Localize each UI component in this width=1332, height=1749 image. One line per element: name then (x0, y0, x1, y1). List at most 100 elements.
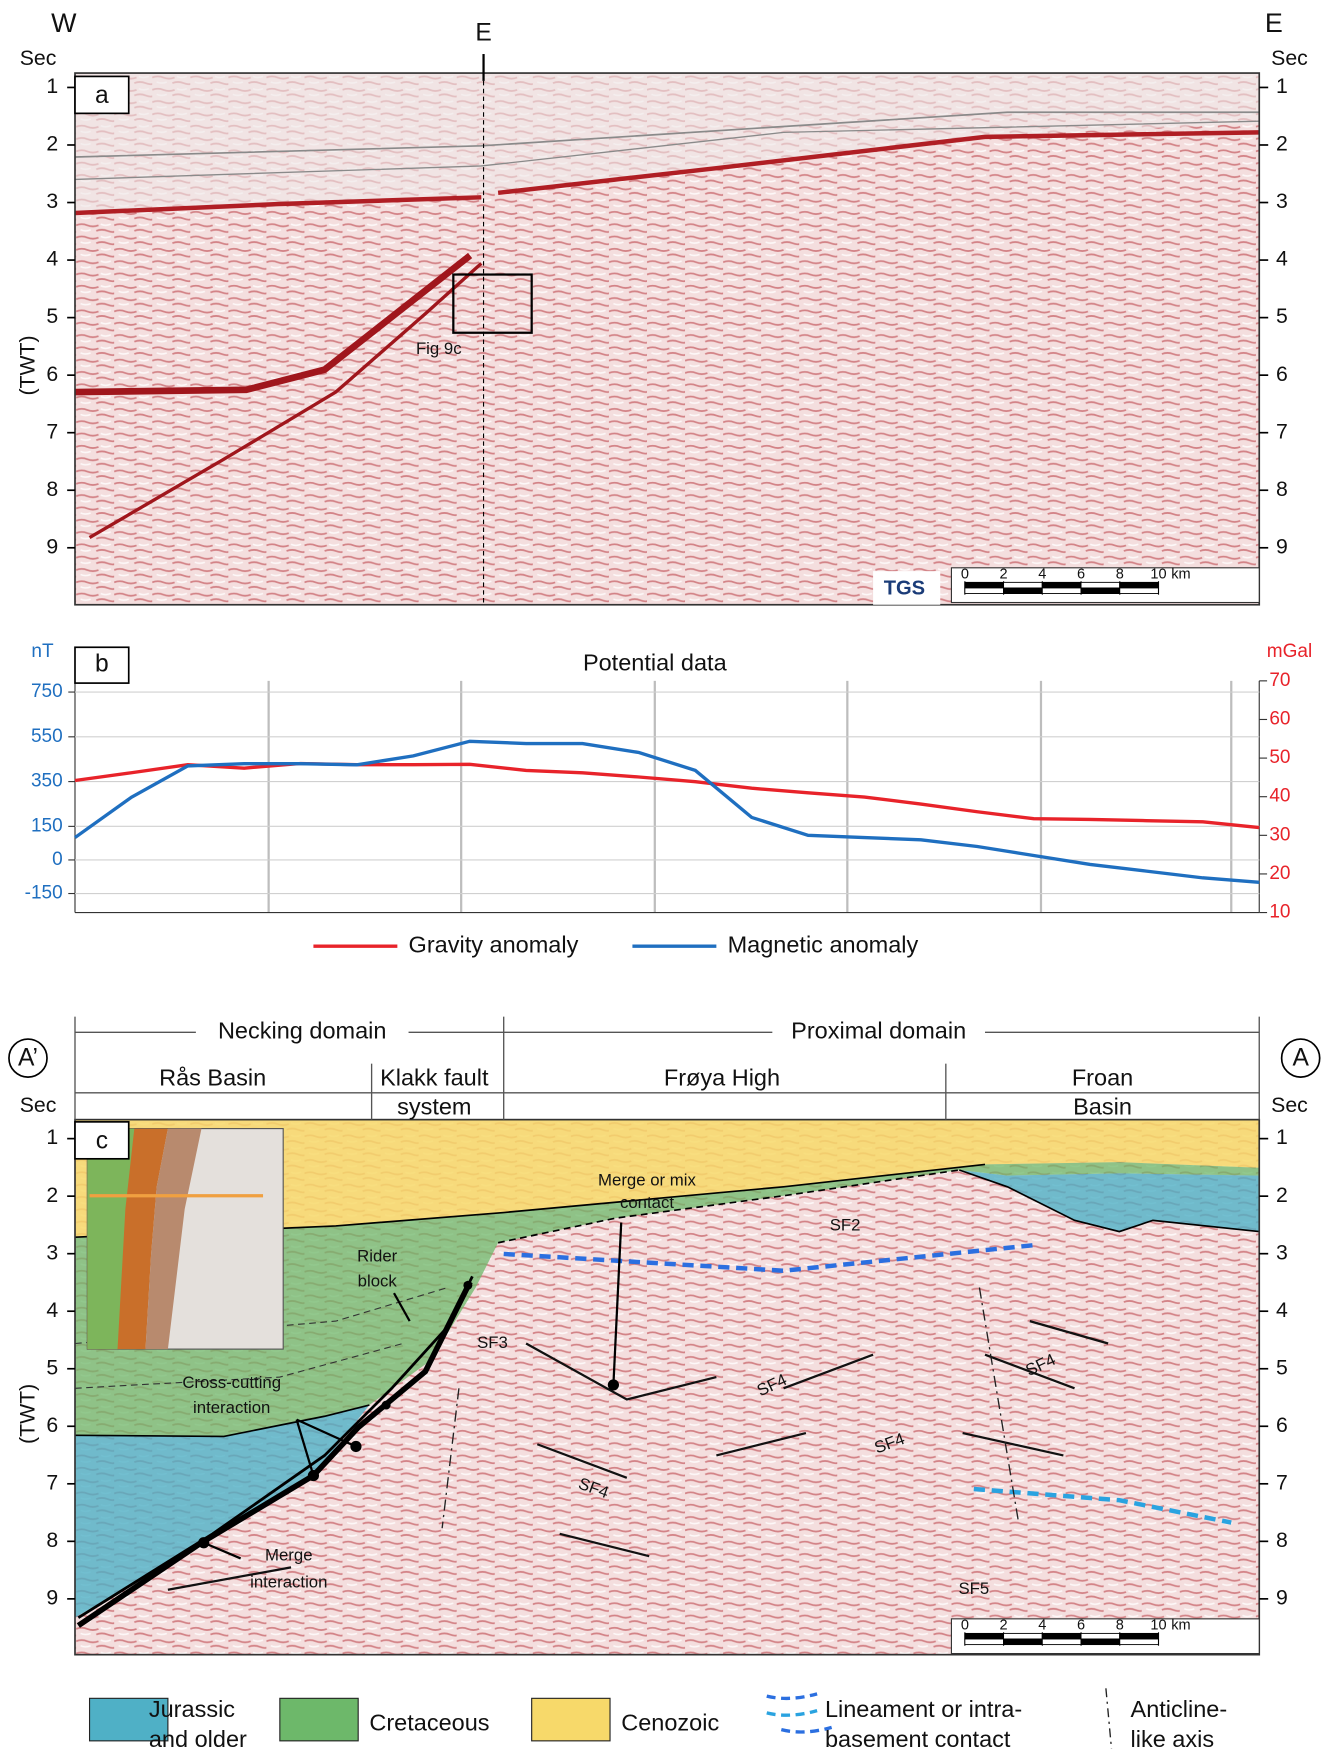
label: E (1265, 8, 1283, 38)
scale-unit: km (1171, 566, 1190, 582)
annotation: interaction (193, 1398, 270, 1417)
scale-segment (1042, 582, 1081, 588)
scale-label: 8 (1116, 566, 1124, 582)
panel-label: b (95, 651, 109, 678)
legend-label: Gravity anomaly (409, 931, 579, 957)
label: E (475, 19, 491, 46)
y2-tick-label: 6 (1276, 1413, 1288, 1437)
legend-swatch (280, 1698, 358, 1741)
y2-tick-label: 4 (1276, 247, 1288, 271)
y2-tick-label: 40 (1269, 786, 1290, 807)
area-label: Basin (1073, 1094, 1132, 1120)
axis-title: (TWT) (16, 335, 40, 395)
y-tick-label: 3 (46, 189, 58, 213)
y-tick-label: 7 (46, 419, 58, 443)
y-tick-label: 350 (31, 771, 63, 792)
y2-tick-label: 5 (1276, 304, 1288, 328)
legend-label: Cretaceous (369, 1709, 489, 1735)
y-tick-label: 5 (46, 304, 58, 328)
legend-label: Anticline- (1131, 1696, 1228, 1722)
y2-tick-label: 60 (1269, 709, 1290, 730)
y-tick-label: 9 (46, 534, 58, 558)
annotation: contact (620, 1193, 674, 1212)
domain-label: Necking domain (218, 1018, 387, 1044)
scale-segment (965, 1639, 1004, 1645)
legend-label: Lineament or intra- (825, 1696, 1022, 1722)
section-end: A (1292, 1045, 1309, 1072)
annotation: Merge or mix (598, 1171, 696, 1190)
y2-tick-label: 6 (1276, 362, 1288, 386)
scale-segment (1042, 1633, 1081, 1639)
axis-unit: nT (31, 641, 54, 662)
y-tick-label: 5 (46, 1355, 58, 1379)
y2-tick-label: 5 (1276, 1355, 1288, 1379)
scale-label: 2 (1000, 566, 1008, 582)
y-tick-label: 2 (46, 132, 58, 156)
scale-segment (1004, 582, 1043, 588)
y-tick-label: 8 (46, 1528, 58, 1552)
scale-unit: km (1171, 1617, 1190, 1633)
y-tick-label: 1 (46, 1125, 58, 1149)
scale-label: 2 (1000, 1617, 1008, 1633)
scale-label: 6 (1077, 1617, 1085, 1633)
y2-tick-label: 3 (1276, 1240, 1288, 1264)
scale-label: 4 (1038, 566, 1046, 582)
scale-segment (965, 582, 1004, 588)
annotation: Cross-cutting (182, 1373, 281, 1392)
scale-label: 0 (961, 566, 969, 582)
y-tick-label: 3 (46, 1240, 58, 1264)
domain-label: Proximal domain (791, 1018, 966, 1044)
page: { "panel_a":{"label":"a","west":"W","eas… (0, 0, 1332, 1749)
annotation: Rider (357, 1247, 397, 1266)
y2-tick-label: 2 (1276, 132, 1288, 156)
y2-tick-label: 10 (1269, 902, 1290, 923)
scale-segment (1120, 1633, 1159, 1639)
scale-segment (1081, 588, 1120, 594)
y-tick-label: 150 (31, 815, 63, 836)
facies-label: SF5 (958, 1579, 989, 1598)
legend-label: Jurassic (149, 1696, 235, 1722)
y2-tick-label: 8 (1276, 477, 1288, 501)
y-tick-label: 4 (46, 247, 58, 271)
annotation: block (358, 1271, 398, 1290)
figure: WEEaFig 9cTGS112233445566778899SecSec(TW… (0, 0, 1332, 1749)
scale-label: 6 (1077, 566, 1085, 582)
scale-label: 8 (1116, 1617, 1124, 1633)
scale-segment (1120, 1639, 1159, 1645)
axis-unit: mGal (1267, 641, 1312, 662)
y-tick-label: 6 (46, 1413, 58, 1437)
y-tick-label: 2 (46, 1183, 58, 1207)
scale-segment (1081, 1639, 1120, 1645)
y2-tick-label: 7 (1276, 419, 1288, 443)
series-line (75, 741, 1259, 882)
legend-label: Cenozoic (621, 1709, 719, 1735)
label: TGS (884, 577, 925, 599)
legend-label: and older (149, 1726, 247, 1749)
y2-tick-label: 50 (1269, 747, 1290, 768)
facies-label: SF2 (830, 1215, 861, 1234)
panel-label: c (96, 1128, 108, 1155)
scale-segment (1004, 1633, 1043, 1639)
scale-segment (1120, 582, 1159, 588)
y2-tick-label: 20 (1269, 863, 1290, 884)
scale-segment (1081, 1633, 1120, 1639)
y-tick-label: 4 (46, 1298, 58, 1322)
scale-segment (965, 588, 1004, 594)
y2-tick-label: 9 (1276, 1585, 1288, 1609)
label: W (51, 8, 77, 38)
label: Fig 9c (416, 339, 462, 358)
legend-label: basement contact (825, 1726, 1011, 1749)
section-end: A’ (18, 1045, 38, 1072)
inset-map (87, 1129, 283, 1350)
area-label: Frøya High (664, 1065, 780, 1091)
facies-label: SF3 (477, 1333, 508, 1352)
area-label: Froan (1072, 1065, 1133, 1091)
y2-tick-label: 1 (1276, 74, 1288, 98)
chart-title: Potential data (583, 649, 728, 675)
y-tick-label: 0 (52, 849, 63, 870)
annotation: Merge (265, 1546, 313, 1565)
y-tick-label: -150 (25, 883, 63, 904)
y2-tick-label: 9 (1276, 534, 1288, 558)
legend-label: Magnetic anomaly (728, 931, 919, 957)
y2-tick-label: 30 (1269, 824, 1290, 845)
